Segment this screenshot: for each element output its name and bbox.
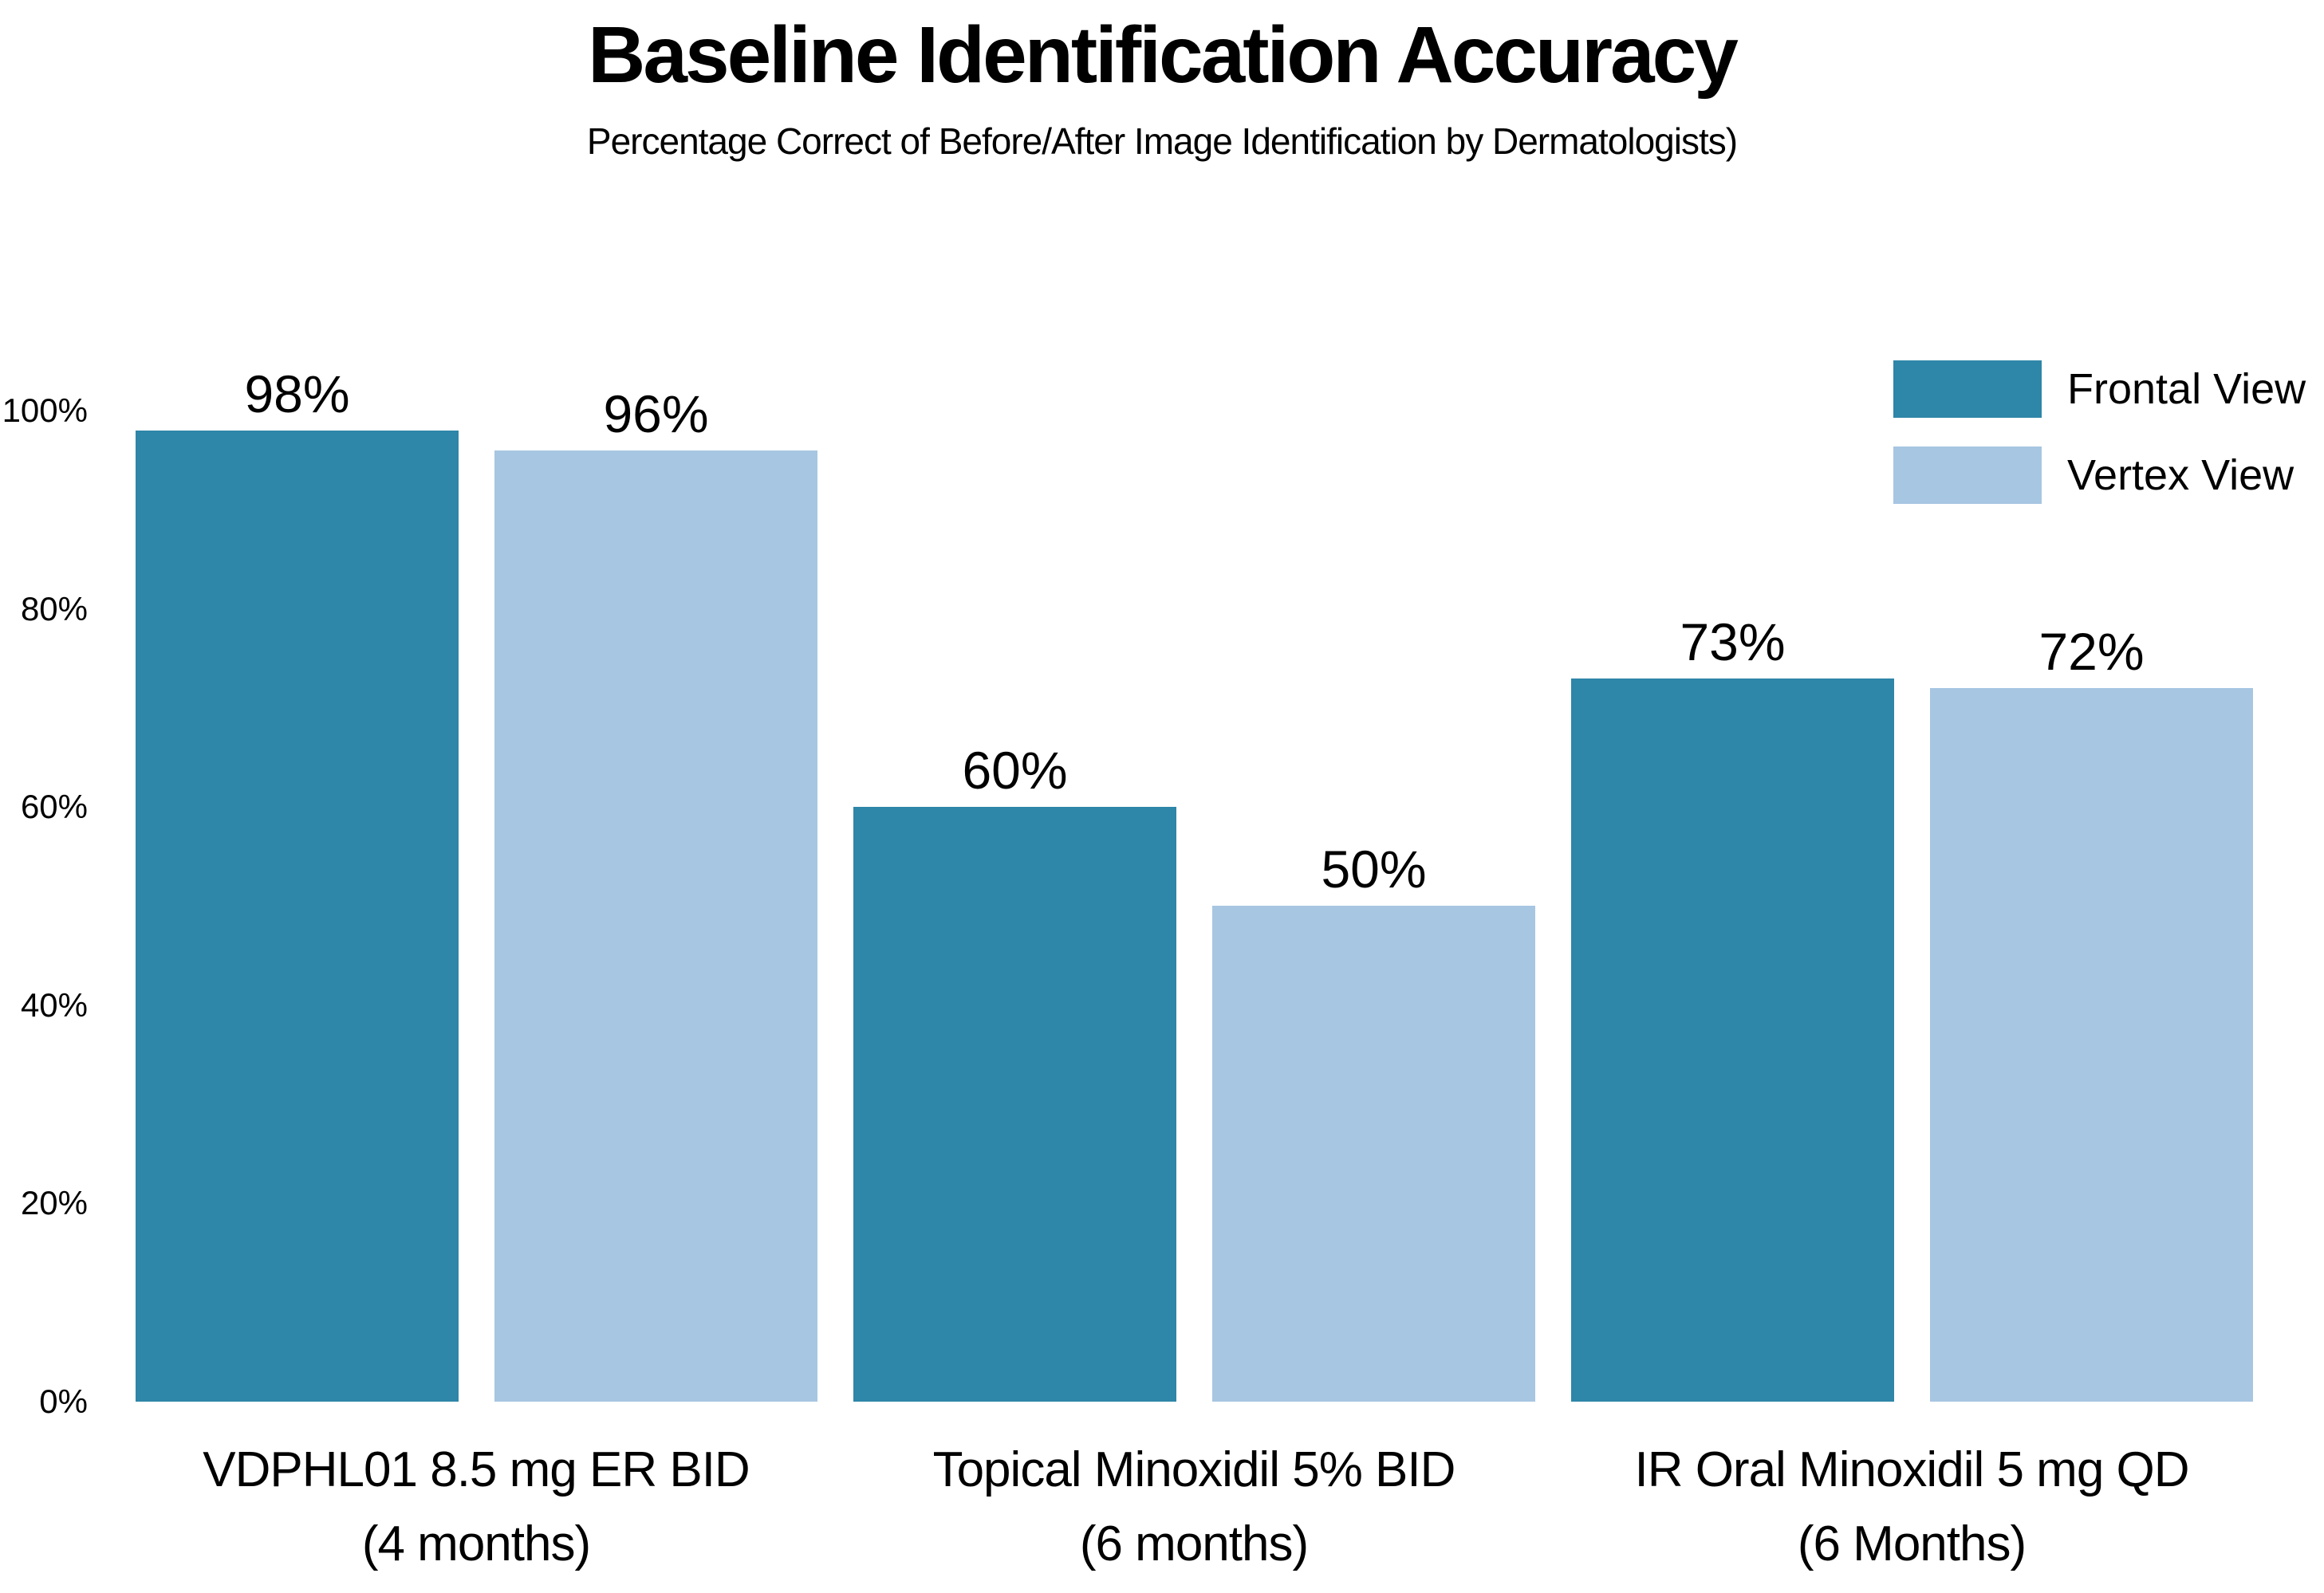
- bar-value-label: 96%: [603, 384, 709, 443]
- x-axis-category-label-line: IR Oral Minoxidil 5 mg QD: [1634, 1442, 2189, 1497]
- legend-swatch-frontal-view-icon: [1893, 360, 2042, 418]
- legend-item-frontal-view: Frontal View: [1893, 360, 2306, 418]
- bar-frontal-group1: 98%: [136, 364, 459, 1402]
- legend: Frontal View Vertex View: [1893, 360, 2306, 504]
- x-axis-category-label: VDPHL01 8.5 mg ER BID (4 months): [109, 1433, 843, 1581]
- bar-value-label: 73%: [1680, 612, 1786, 671]
- legend-swatch-vertex-view-icon: [1893, 446, 2042, 504]
- x-axis-category-label-line: (6 Months): [1797, 1516, 2027, 1571]
- y-axis-tick-label: 20%: [20, 1184, 88, 1222]
- bar-value-label: 98%: [244, 364, 350, 423]
- bar-value-label: 50%: [1321, 840, 1427, 899]
- x-axis-category-label: IR Oral Minoxidil 5 mg QD (6 Months): [1545, 1433, 2279, 1581]
- x-axis-category-label-line: (6 months): [1079, 1516, 1309, 1571]
- chart-title: Baseline Identification Accuracy: [588, 10, 1739, 100]
- y-axis-tick-label: 60%: [20, 788, 88, 826]
- legend-label-vertex-view: Vertex View: [2067, 451, 2294, 499]
- x-axis-category-label-line: VDPHL01 8.5 mg ER BID: [203, 1442, 750, 1497]
- y-axis-tick-label: 0%: [39, 1383, 88, 1420]
- bar-value-label: 60%: [962, 741, 1068, 800]
- bar-vertex-group3: 72%: [1930, 622, 2253, 1402]
- chart-subtitle: Percentage Correct of Before/After Image…: [586, 120, 1738, 162]
- x-axis-category-label: Topical Minoxidil 5% BID (6 months): [827, 1433, 1561, 1581]
- bar-vertex-group2: 50%: [1212, 840, 1535, 1402]
- bar-frontal-group2: 60%: [853, 741, 1176, 1402]
- bar-value-label: 72%: [2038, 622, 2145, 681]
- x-axis-category-label-line: Topical Minoxidil 5% BID: [932, 1442, 1456, 1497]
- x-axis-category-label-line: (4 months): [361, 1516, 591, 1571]
- y-axis-tick-label: 80%: [20, 589, 88, 627]
- bar-frontal-group3: 73%: [1571, 612, 1894, 1402]
- legend-item-vertex-view: Vertex View: [1893, 446, 2306, 504]
- y-axis-tick-label: 100%: [2, 391, 88, 429]
- bar-vertex-group1: 96%: [494, 384, 817, 1402]
- y-axis-tick-label: 40%: [20, 985, 88, 1024]
- legend-label-frontal-view: Frontal View: [2067, 365, 2306, 413]
